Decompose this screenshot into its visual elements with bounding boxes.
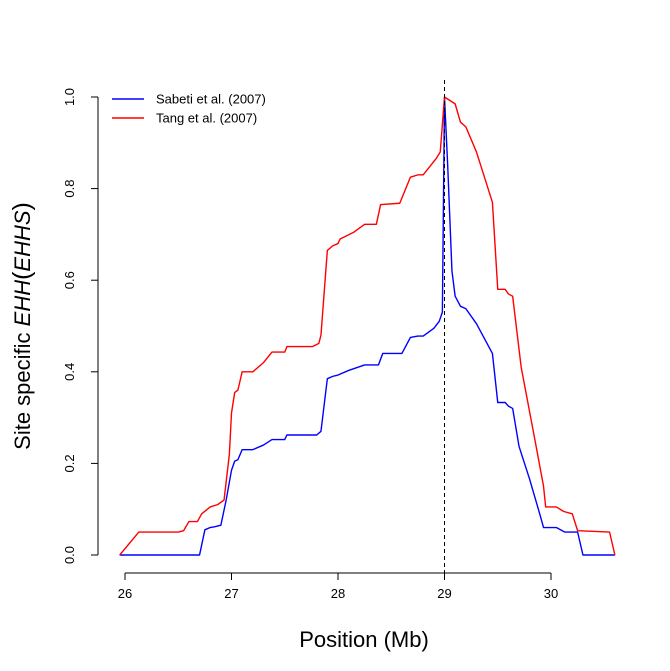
series-line-1	[119, 96, 615, 556]
y-tick-label: 0.8	[62, 180, 77, 198]
y-tick-label: 0.2	[62, 454, 77, 472]
legend-label-2: Tang et al. (2007)	[156, 111, 257, 126]
y-axis-title-ehh: EHH	[10, 280, 35, 327]
y-axis-title-paren-open: (	[8, 271, 36, 280]
series-line-2	[119, 96, 616, 556]
x-tick-label: 27	[224, 586, 238, 601]
axes: 26 27 28 29 30 0.0 0.2 0.4 0.6 0.8 1.0	[62, 88, 558, 601]
y-tick-label: 0.4	[62, 363, 77, 381]
series-layer	[119, 96, 616, 556]
x-tick-label: 29	[437, 586, 451, 601]
y-axis-title-prefix: Site specific	[10, 326, 35, 450]
legend: Sabeti et al. (2007) Tang et al. (2007)	[112, 92, 266, 126]
legend-label-1: Sabeti et al. (2007)	[156, 92, 266, 107]
x-tick-label: 26	[118, 586, 132, 601]
x-tick-label: 30	[544, 586, 558, 601]
x-axis-title: Position (Mb)	[299, 627, 429, 652]
y-axis-title-paren-close: )	[8, 202, 36, 210]
y-tick-label: 1.0	[62, 88, 77, 106]
y-tick-label: 0.0	[62, 546, 77, 564]
x-tick-label: 28	[331, 586, 345, 601]
y-axis-title-ehhs: EHHS	[10, 210, 35, 271]
y-axis-title: Site specific EHH(EHHS)	[8, 202, 36, 450]
y-tick-label: 0.6	[62, 271, 77, 289]
